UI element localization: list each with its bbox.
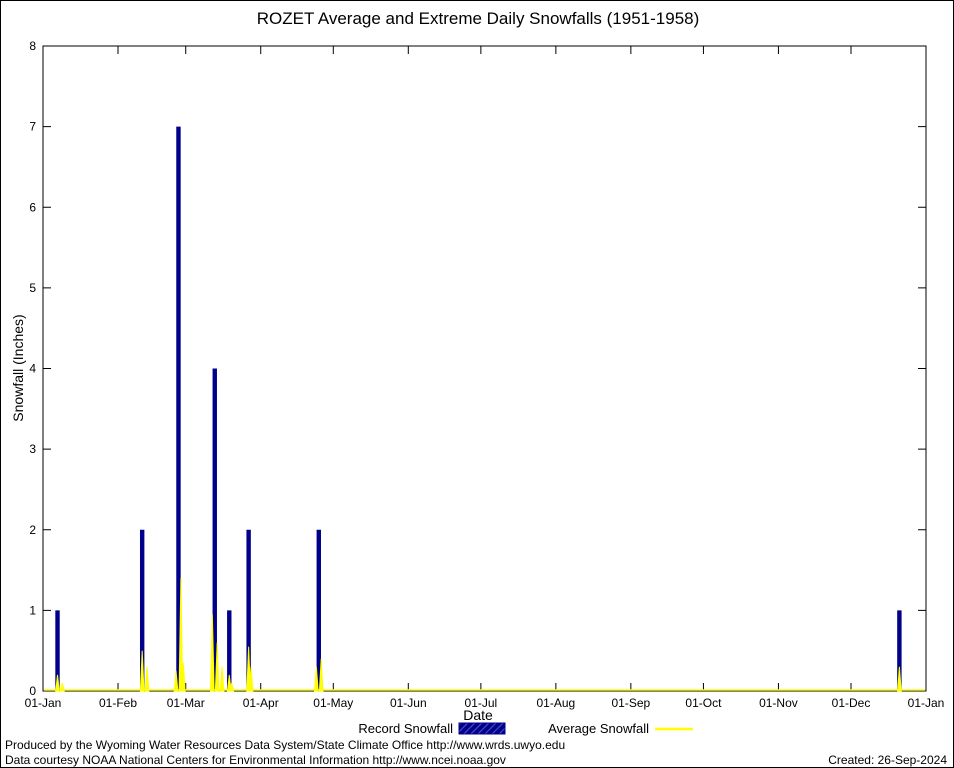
svg-text:3: 3 — [29, 442, 36, 456]
footer-produced-by: Produced by the Wyoming Water Resources … — [5, 738, 566, 752]
svg-text:1: 1 — [29, 603, 36, 617]
svg-text:8: 8 — [29, 39, 36, 53]
legend-average-label: Average Snowfall — [548, 721, 649, 736]
chart-legend: Record Snowfall Average Snowfall — [358, 721, 693, 736]
footer-created-date: Created: 26-Sep-2024 — [828, 753, 947, 767]
chart-title: ROZET Average and Extreme Daily Snowfall… — [256, 9, 700, 28]
x-axis-label: Date — [463, 707, 493, 723]
svg-text:7: 7 — [29, 120, 36, 134]
plot-border — [42, 45, 927, 692]
svg-text:01-Mar: 01-Mar — [167, 696, 205, 710]
x-axis-tick-labels: 01-Jan 01-Feb 01-Mar 01-Apr 01-May 01-Jun 01-J… — [25, 696, 945, 710]
svg-text:01-Nov: 01-Nov — [759, 696, 798, 710]
legend-record-label: Record Snowfall — [358, 721, 453, 736]
y-axis-tick-labels: 0 1 2 3 4 5 6 7 8 — [29, 39, 36, 698]
svg-text:01-Jun: 01-Jun — [390, 696, 427, 710]
svg-text:4: 4 — [29, 362, 36, 376]
record-snowfall-bars — [55, 126, 902, 691]
svg-text:01-Jan: 01-Jan — [908, 696, 945, 710]
svg-text:01-Dec: 01-Dec — [832, 696, 871, 710]
svg-text:01-Jul: 01-Jul — [465, 696, 498, 710]
svg-text:01-Oct: 01-Oct — [685, 696, 722, 710]
svg-text:01-Sep: 01-Sep — [612, 696, 651, 710]
y-axis-ticks — [43, 45, 926, 692]
legend-record-swatch — [458, 722, 506, 735]
svg-text:01-Feb: 01-Feb — [99, 696, 137, 710]
svg-text:01-Jan: 01-Jan — [25, 696, 62, 710]
svg-text:01-Aug: 01-Aug — [537, 696, 576, 710]
footer-data-courtesy: Data courtesy NOAA National Centers for … — [5, 753, 506, 767]
svg-text:5: 5 — [29, 281, 36, 295]
svg-text:0: 0 — [29, 684, 36, 698]
average-snowfall-spikes — [44, 578, 925, 692]
x-axis-ticks — [42, 46, 927, 691]
svg-text:01-Apr: 01-Apr — [243, 696, 279, 710]
svg-text:01-May: 01-May — [313, 696, 353, 710]
svg-text:6: 6 — [29, 200, 36, 214]
svg-text:2: 2 — [29, 523, 36, 537]
